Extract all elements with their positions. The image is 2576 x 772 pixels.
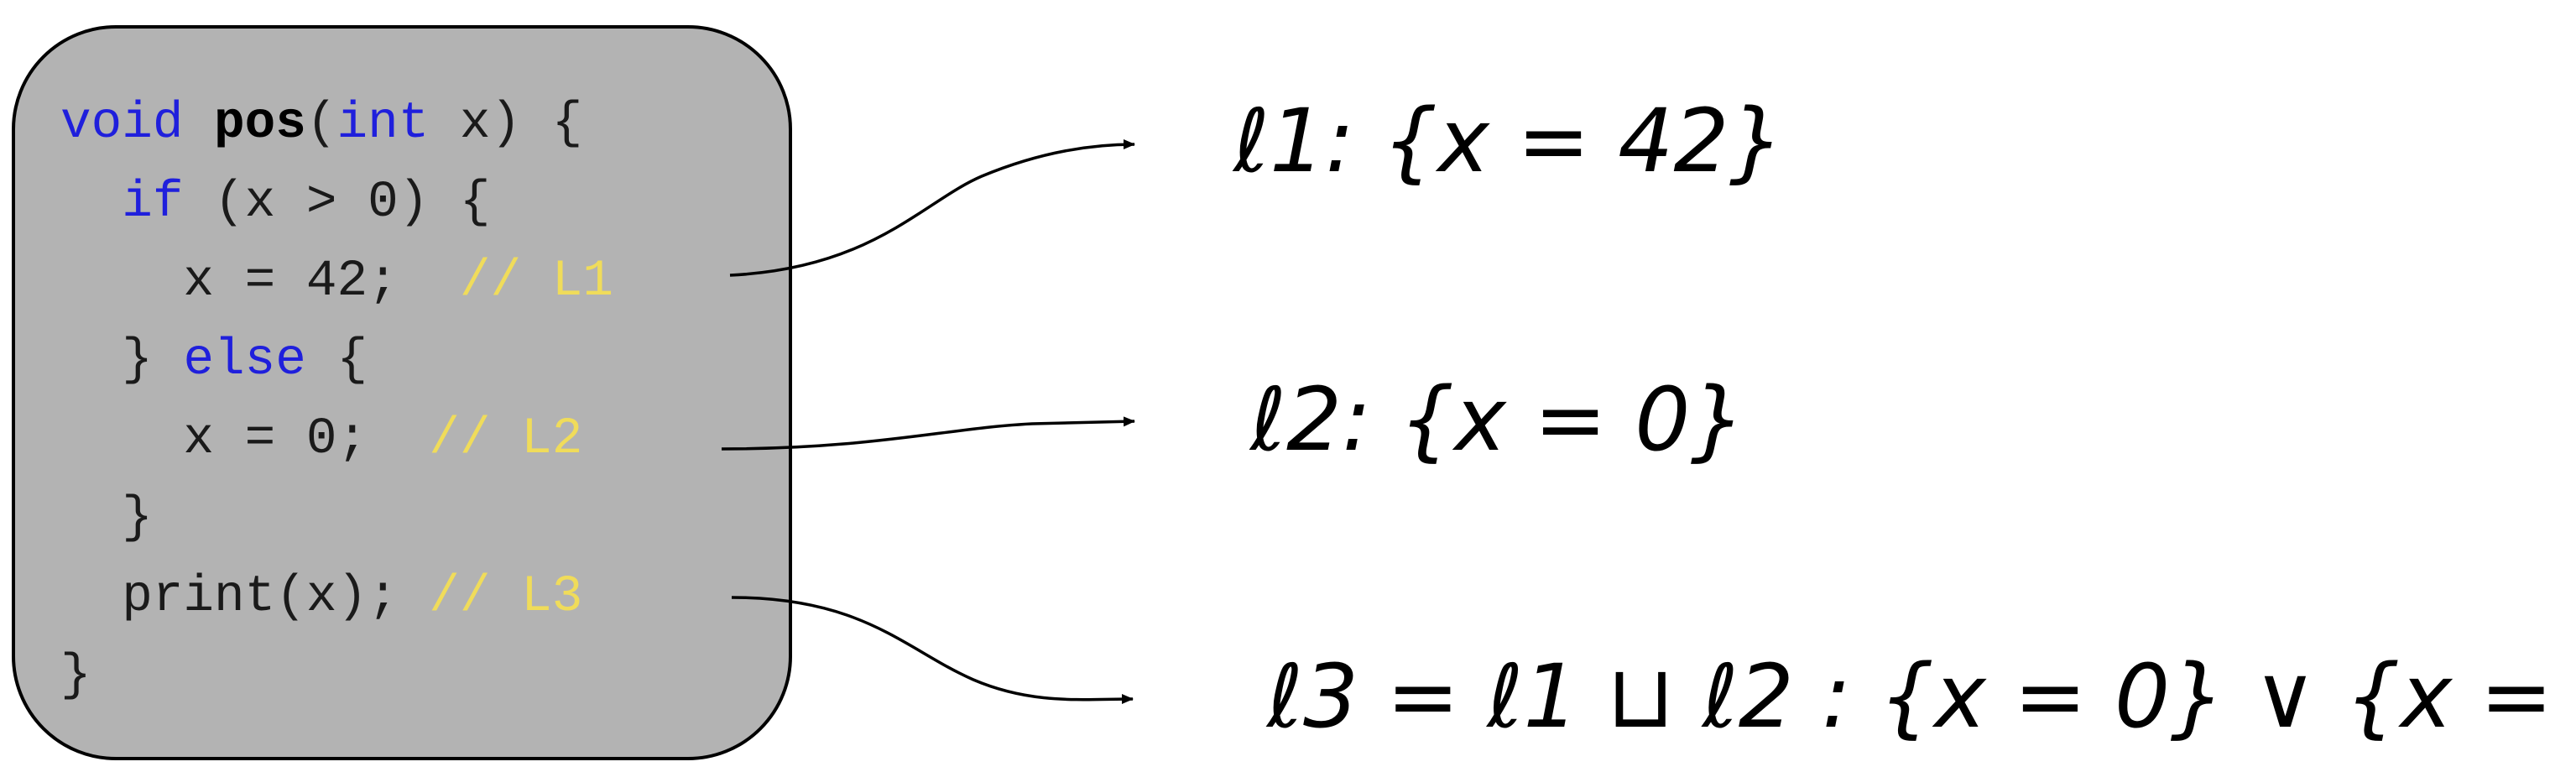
code-line-3: x = 42; // L1 xyxy=(60,256,613,307)
annotation-l2: ℓ2: {x = 0} xyxy=(1250,368,1746,471)
code-assign-0: x = 0; xyxy=(60,410,430,468)
code-line-4: } else { xyxy=(60,335,368,386)
code-panel: void pos(int x) { if (x > 0) { x = 42; /… xyxy=(12,25,792,760)
code-line-5: x = 0; // L2 xyxy=(60,414,582,465)
arrow-l3 xyxy=(731,596,1134,705)
annotation-l1: ℓ1: {x = 42} xyxy=(1233,90,1785,192)
code-print: print(x); xyxy=(60,568,430,626)
keyword-void: void xyxy=(60,95,184,153)
code-indent: } xyxy=(60,331,184,389)
code-line-2: if (x > 0) { xyxy=(60,177,490,228)
code-line-1: void pos(int x) { xyxy=(60,98,582,149)
code-close-brace: } xyxy=(60,489,153,547)
code-brace: { xyxy=(305,331,368,389)
arrow-l2 xyxy=(721,416,1135,451)
arrow-l1 xyxy=(729,139,1135,277)
code-line-7: print(x); // L3 xyxy=(60,571,582,623)
code-params: x) { xyxy=(429,95,583,153)
code-paren: ( xyxy=(305,95,337,153)
code-line-8: } xyxy=(60,650,91,702)
keyword-else: else xyxy=(183,331,306,389)
function-name: pos xyxy=(214,95,306,153)
comment-l3: // L3 xyxy=(429,568,583,626)
comment-l1: // L1 xyxy=(459,253,613,310)
code-assign-42: x = 42; xyxy=(60,253,460,310)
annotation-l3: ℓ3 = ℓ1 ⊔ ℓ2 : {x = 0} ∨ {x = 42} xyxy=(1267,645,2553,748)
code-condition: (x > 0) { xyxy=(183,174,491,232)
comment-l2: // L2 xyxy=(429,410,583,468)
keyword-int: int xyxy=(336,95,430,153)
code-close-brace: } xyxy=(60,647,91,705)
keyword-if: if xyxy=(122,174,184,232)
code-line-6: } xyxy=(60,493,153,544)
